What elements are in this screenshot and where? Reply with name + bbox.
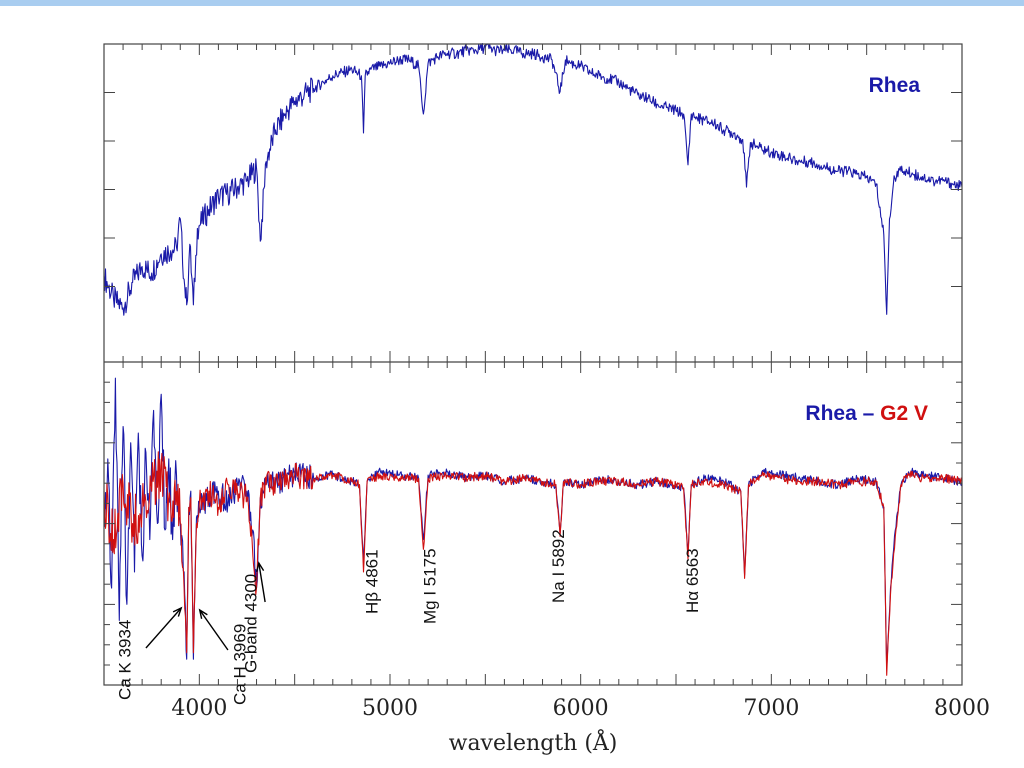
x-axis-label: wavelength (Å) xyxy=(449,728,618,756)
top-series-line-0 xyxy=(103,43,963,316)
top-title-part-0: Rhea xyxy=(869,74,921,97)
bottom-title-part-1: – xyxy=(857,402,880,425)
annotation-arrow xyxy=(199,609,229,651)
bottom-title-part-2: G2 V xyxy=(880,402,928,425)
x-tick-label: 6000 xyxy=(553,696,609,721)
top-accent-bar xyxy=(0,0,1024,6)
x-tick-label: 7000 xyxy=(743,696,799,721)
bottom-series-line-1 xyxy=(103,451,963,676)
bottom-panel-title: Rhea – G2 V xyxy=(805,402,928,425)
plot-frames xyxy=(103,43,963,686)
annotation-label: Hα 6563 xyxy=(683,548,702,613)
x-tick-label: 4000 xyxy=(171,696,227,721)
x-tick-label: 5000 xyxy=(362,696,418,721)
annotation-label: Mg I 5175 xyxy=(420,548,439,624)
annotation-arrowhead xyxy=(256,561,265,572)
annotation-label: Ca K 3934 xyxy=(116,620,135,700)
annotation-arrowhead xyxy=(172,606,183,617)
x-tick-label: 8000 xyxy=(934,696,990,721)
top-panel-title: Rhea xyxy=(869,74,921,97)
annotation-arrow xyxy=(145,607,182,649)
annotation-arrowhead xyxy=(198,608,208,619)
annotation-label: G-band 4300 xyxy=(242,574,261,673)
plot-content xyxy=(103,43,963,676)
bottom-title-part-0: Rhea xyxy=(805,402,857,425)
annotation-label: Ca H 3969 xyxy=(230,624,249,705)
annotation-label: Na I 5892 xyxy=(549,529,568,603)
annotation-arrow xyxy=(258,562,266,603)
plot-frame xyxy=(103,43,963,686)
axis-ticks: 4000 5000 6000 7000 8000 xyxy=(104,44,990,721)
annotation-label: Hβ 4861 xyxy=(362,549,381,614)
